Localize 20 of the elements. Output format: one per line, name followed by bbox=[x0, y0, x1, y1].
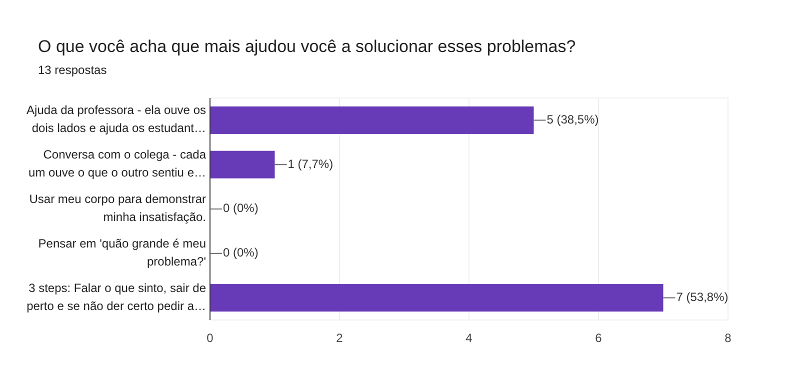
data-label: 0 (0%) bbox=[223, 246, 258, 260]
x-tick-label: 8 bbox=[724, 331, 732, 345]
data-label: 1 (7,7%) bbox=[288, 156, 334, 171]
chart-title: O que você acha que mais ajudou você a solucionar esses problemas? bbox=[38, 37, 576, 56]
x-tick-label: 2 bbox=[336, 331, 344, 345]
x-tick-label: 4 bbox=[466, 331, 473, 345]
x-tick-label: 6 bbox=[595, 331, 602, 345]
bar bbox=[210, 106, 534, 134]
y-tick-label: Usar meu corpo para demonstrar minha insatisfação. bbox=[29, 192, 206, 224]
y-tick-label: 3 steps: Falar o que sinto, sair de perto e se não der certo pedir a… bbox=[26, 280, 206, 313]
bar bbox=[210, 150, 275, 178]
text: 13 respostas bbox=[38, 63, 107, 77]
data-label: 7 (53,8%) bbox=[676, 290, 728, 304]
data-label: 0 (0%) bbox=[223, 201, 258, 216]
y-tick-label: Ajuda da professora - ela ouve os dois lados e ajuda os estudant… bbox=[26, 103, 206, 136]
y-tick-label: Pensar em 'quão grande é meu problema?' bbox=[38, 236, 206, 269]
data-label: 5 (38,5%) bbox=[546, 112, 599, 126]
bar bbox=[210, 284, 664, 312]
x-tick-label: 0 bbox=[206, 331, 214, 345]
y-tick-label: Conversa com o colega - cada um ouve o que o outro sentiu e… bbox=[28, 148, 206, 180]
